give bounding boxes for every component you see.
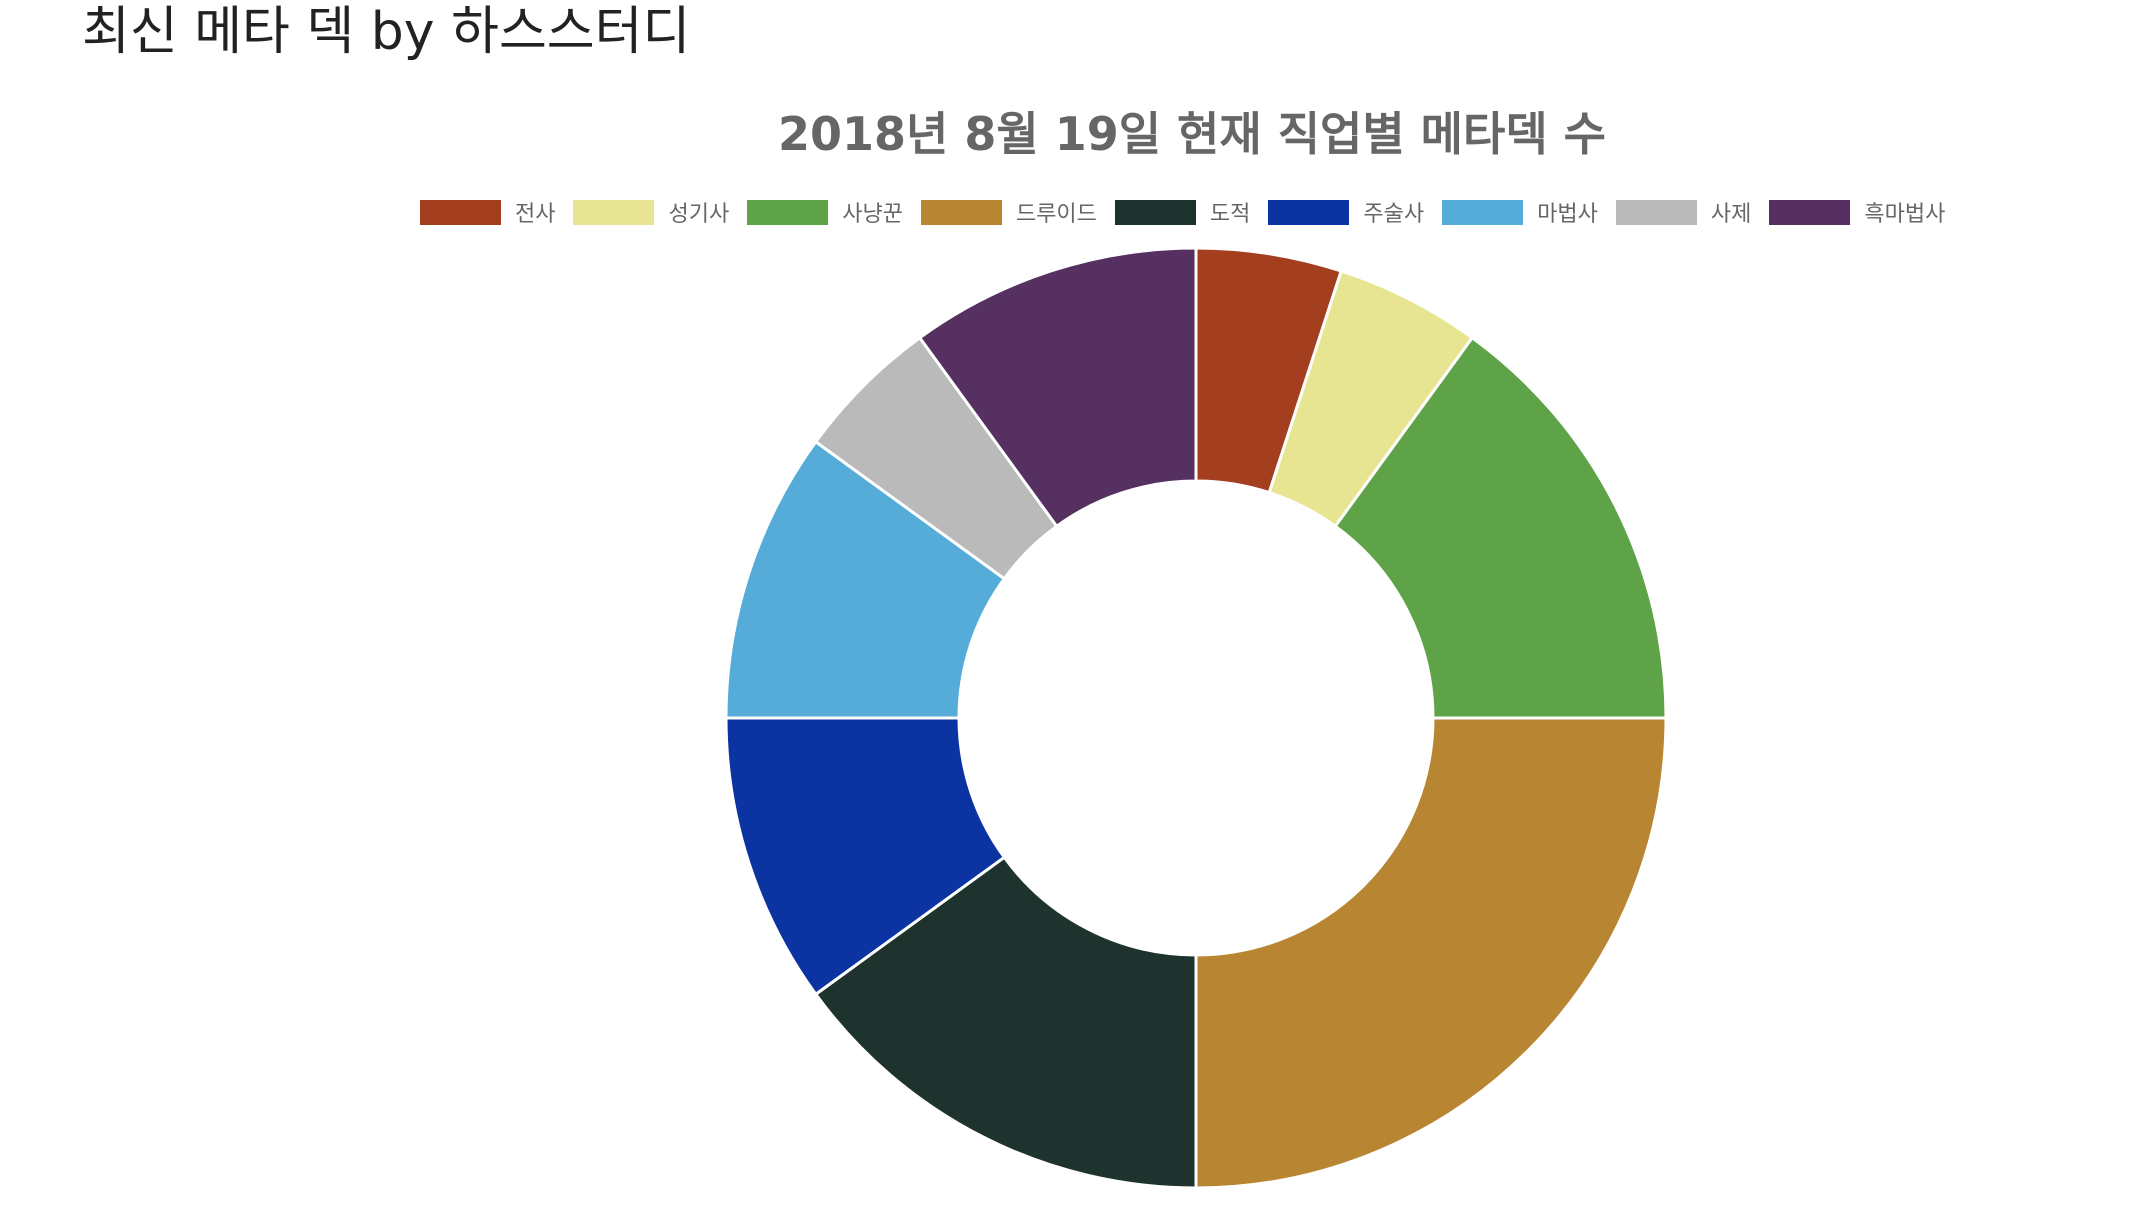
legend-swatch (1615, 199, 1697, 225)
legend-label: 사냥꾼 (842, 202, 903, 227)
legend-swatch (747, 199, 829, 225)
legend-item[interactable]: 드루이드 (920, 196, 1097, 228)
donut-slice[interactable] (1194, 716, 1668, 1190)
legend-swatch (1114, 199, 1196, 225)
donut-slice[interactable] (724, 716, 1007, 997)
page-heading: 최신 메타 덱 by 하스스터디 (82, 2, 691, 62)
legend-label: 주술사 (1363, 202, 1425, 227)
legend-swatch (1769, 199, 1851, 225)
legend-label: 마법사 (1537, 202, 1598, 227)
donut-slice[interactable] (917, 246, 1198, 529)
legend-item[interactable]: 주술사 (1268, 196, 1424, 228)
legend-swatch (420, 199, 501, 225)
donut-slice[interactable] (1333, 335, 1668, 720)
legend-item[interactable]: 흑마법사 (1769, 196, 1945, 228)
legend-item[interactable]: 마법사 (1442, 196, 1598, 228)
legend-label: 도적 (1209, 202, 1251, 227)
donut-slice[interactable] (813, 855, 1198, 1190)
legend-label: 흑마법사 (1864, 202, 1946, 227)
legend-swatch (920, 199, 1002, 225)
legend-label: 사제 (1710, 202, 1752, 227)
legend-label: 드루이드 (1015, 202, 1097, 227)
legend-label: 전사 (515, 202, 556, 227)
donut-slice[interactable] (724, 439, 1007, 720)
chart-title: 2018년 8월 19일 현재 직업별 메타덱 수 (778, 107, 1606, 161)
legend-item[interactable]: 도적 (1114, 196, 1251, 228)
legend-item[interactable]: 사제 (1615, 196, 1752, 228)
legend-item[interactable]: 성기사 (573, 196, 729, 228)
legend-swatch (573, 199, 655, 225)
legend-label: 성기사 (668, 202, 730, 227)
legend-item[interactable]: 전사 (420, 196, 555, 228)
legend-swatch (1268, 199, 1350, 225)
chart-legend: 전사 성기사 사냥꾼 드루이드 도적 주술사 마법사 사제 흑마법사 (420, 197, 1945, 227)
legend-item[interactable]: 사냥꾼 (747, 196, 903, 228)
legend-swatch (1442, 199, 1524, 225)
